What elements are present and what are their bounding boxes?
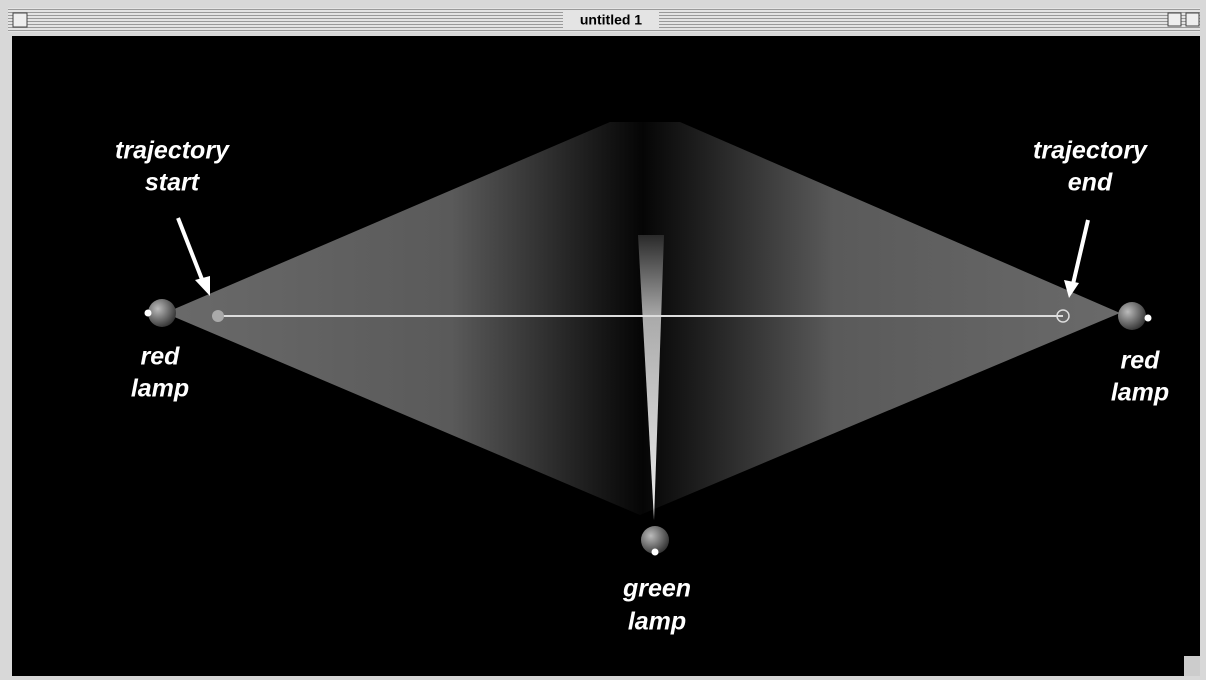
resize-handle[interactable] — [1184, 656, 1200, 676]
label: end — [1068, 169, 1113, 197]
label: trajectory — [1033, 137, 1148, 165]
trajectory-end-point — [1056, 309, 1070, 323]
zoom-box[interactable] — [1167, 12, 1182, 27]
label: red — [141, 343, 181, 371]
arrowhead — [1064, 280, 1079, 298]
arrowhead — [195, 276, 210, 296]
green-lamp — [641, 526, 669, 554]
red-lamp-left — [148, 299, 176, 327]
title-bg — [563, 10, 659, 30]
light-diamond — [165, 122, 1120, 515]
arrow-start — [176, 217, 205, 283]
label: lamp — [1111, 379, 1169, 407]
collapse-box[interactable] — [1185, 12, 1200, 27]
label: green — [622, 575, 691, 603]
red-lamp-right — [1118, 302, 1146, 330]
label: red — [1121, 347, 1161, 375]
window-title: untitled 1 — [580, 12, 642, 28]
label: lamp — [628, 608, 686, 636]
arrows — [176, 217, 1090, 298]
lamp-dot — [651, 548, 659, 556]
label: start — [145, 169, 201, 197]
trajectory-start-point — [212, 310, 224, 322]
label: trajectory — [115, 137, 230, 165]
lamp-dot — [144, 309, 152, 317]
lamp-dot — [1144, 314, 1152, 322]
close-box[interactable] — [12, 12, 28, 28]
arrow-end — [1071, 219, 1090, 285]
green-beam — [638, 235, 664, 520]
label: lamp — [131, 375, 189, 403]
